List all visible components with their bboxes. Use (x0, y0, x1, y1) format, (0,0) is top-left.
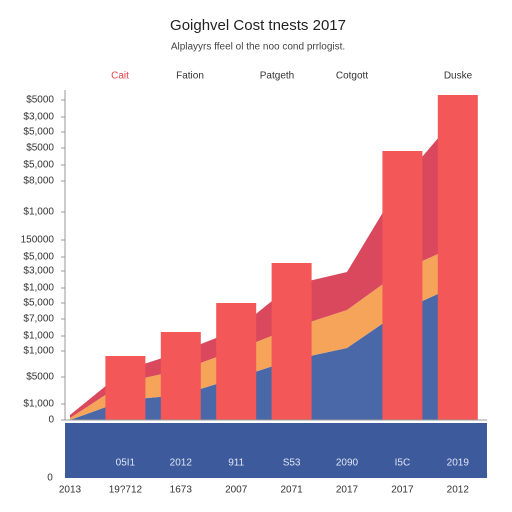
y-tick-label: $5,000 (23, 160, 54, 171)
y-tick-label: $1,000 (23, 399, 54, 410)
bar (382, 151, 423, 420)
y-tick-label: $5000 (26, 372, 54, 383)
y-tick-label: $1,000 (23, 346, 54, 357)
y-tick-label: 0 (48, 415, 54, 426)
chart-subtitle: Alplayyrs ffeel ol the noo cond prrlogis… (171, 42, 345, 53)
chart-title: Goighvel Cost tnests 2017 (170, 17, 346, 34)
x-tick-label: 1673 (170, 485, 193, 496)
band-label: S53 (283, 458, 301, 469)
bar (216, 303, 257, 420)
y-tick-label: $5000 (26, 143, 54, 154)
y-tick-label: $7,000 (23, 314, 54, 325)
y-tick-label: $5,000 (23, 127, 54, 138)
x-tick-label: 2007 (225, 485, 248, 496)
band-label: I5C (395, 458, 411, 469)
bar (437, 95, 478, 420)
x-tick-label: 2017 (391, 485, 414, 496)
band-zero: 0 (47, 473, 53, 484)
band-label: 2019 (447, 458, 470, 469)
y-tick-label: 150000 (21, 235, 55, 246)
y-tick-label: $1,000 (23, 207, 54, 218)
y-tick-label: $3,000 (23, 266, 54, 277)
x-tick-label: 2071 (280, 485, 303, 496)
band-label: 911 (228, 458, 244, 469)
y-tick-label: $8,000 (23, 176, 54, 187)
x-tick-label: 19?712 (109, 485, 143, 496)
band-label: 2012 (170, 458, 193, 469)
legend-label: Duske (444, 71, 473, 82)
area (70, 285, 458, 420)
y-tick-label: $5000 (26, 95, 54, 106)
band (65, 423, 487, 478)
y-tick-label: $5,000 (23, 298, 54, 309)
band-label: 05I1 (116, 458, 136, 469)
legend-label: Cotgott (336, 71, 368, 82)
band-label: 2090 (336, 458, 359, 469)
x-tick-label: 2017 (336, 485, 359, 496)
y-tick-label: $1,000 (23, 283, 54, 294)
bar (271, 263, 312, 420)
y-tick-label: $1,000 (23, 331, 54, 342)
bar (160, 332, 201, 420)
legend-label: Patgeth (260, 71, 294, 82)
x-tick-label: 2013 (59, 485, 82, 496)
y-tick-label: $3,000 (23, 112, 54, 123)
y-tick-label: $5,000 (23, 252, 54, 263)
legend-label: Cait (111, 71, 129, 82)
bar (105, 356, 146, 420)
legend-label: Fation (176, 71, 204, 82)
x-tick-label: 2012 (447, 485, 470, 496)
